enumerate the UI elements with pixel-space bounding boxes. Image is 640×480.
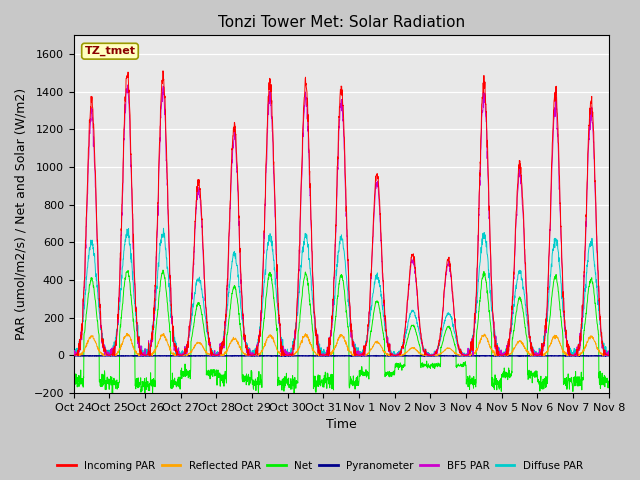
Title: Tonzi Tower Met: Solar Radiation: Tonzi Tower Met: Solar Radiation [218, 15, 465, 30]
X-axis label: Time: Time [326, 419, 356, 432]
Y-axis label: PAR (umol/m2/s) / Net and Solar (W/m2): PAR (umol/m2/s) / Net and Solar (W/m2) [15, 88, 28, 340]
Legend: Incoming PAR, Reflected PAR, Net, Pyranometer, BF5 PAR, Diffuse PAR: Incoming PAR, Reflected PAR, Net, Pyrano… [53, 456, 587, 475]
Text: TZ_tmet: TZ_tmet [84, 46, 136, 56]
